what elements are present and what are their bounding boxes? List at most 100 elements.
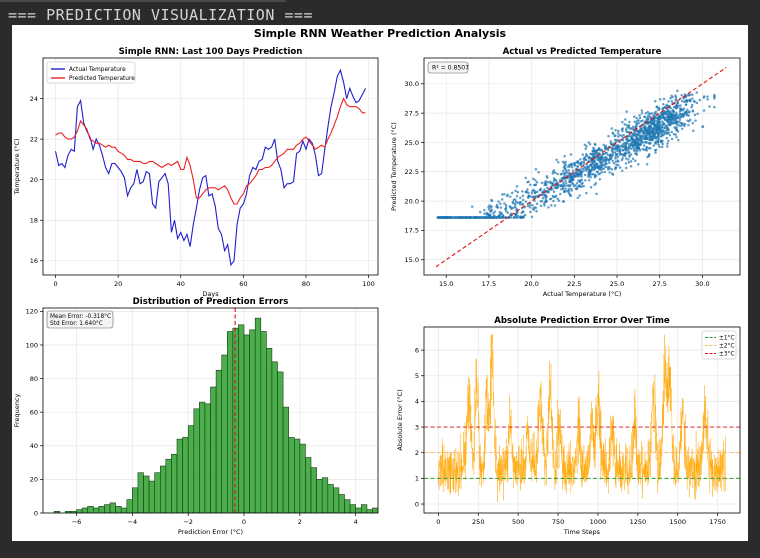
scatter-point [588,168,592,172]
histogram-bar [160,465,167,513]
scatter-point [489,206,492,209]
histogram-bar [349,504,357,513]
scatter-point [640,109,644,112]
scatter-point [514,206,517,209]
scatter-point [649,121,652,124]
scatter-point [637,118,640,122]
scatter-point [685,114,688,117]
y-tick-label: 15.0 [405,256,419,264]
scatter-point [623,123,626,126]
scatter-point [495,203,499,207]
histogram-bar [243,334,250,513]
scatter-point [600,153,604,157]
scatter-point [667,139,670,143]
scatter-point [583,143,587,147]
scatter-point [629,164,633,168]
annotation-line: Mean Error: -0.318°C [50,314,111,320]
scatter-point [657,143,660,146]
scatter-point [658,121,661,124]
legend-box [46,61,136,84]
scatter-point [544,196,547,200]
scatter-point [593,164,597,168]
scatter-point [552,184,555,187]
scatter-point [541,196,545,200]
scatter-point [554,194,558,198]
scatter-point [664,112,667,115]
scatter-point [647,127,651,130]
scatter-point [675,123,678,126]
series-line-predicted [55,97,366,205]
scatter-point [501,193,504,196]
scatter-point [579,158,582,161]
scatter-point [595,149,599,152]
scatter-point [543,188,546,192]
scatter-point [670,120,673,123]
scatter-point [556,172,559,176]
scatter-point [544,194,547,198]
y-tick-label: 20 [30,476,38,484]
histogram-bar [120,507,128,513]
scatter-point [646,155,649,159]
scatter-point [587,171,590,174]
scatter-point [494,216,498,219]
scatter-point [616,155,620,159]
scatter-point [670,130,674,134]
scatter-point [702,109,706,112]
scatter-point [652,114,655,117]
scatter-point [576,164,579,168]
scatter-point [562,166,566,169]
histogram-bar [98,505,105,513]
scatter-point [446,216,450,219]
scatter-point [674,95,678,99]
scatter-point [693,100,696,103]
scatter-point [667,131,671,134]
scatter-point [643,148,646,152]
scatter-point [659,117,663,120]
scatter-point [616,132,620,135]
scatter-point [679,121,683,124]
scatter-point [659,132,662,135]
y-tick-label: 18 [30,217,38,225]
scatter-point [658,114,661,118]
scatter-point [706,98,709,101]
scatter-point [662,132,666,136]
scatter-point [506,211,510,214]
histogram-bar [199,401,206,513]
scatter-point [526,204,530,208]
histogram-bar [87,505,94,513]
scatter-point [602,143,606,147]
scatter-point [508,195,512,198]
scatter-point [615,163,618,166]
scatter-point [680,127,684,130]
y-tick-label: 0 [415,500,419,508]
x-tick-label: 0 [242,518,246,526]
scatter-point [522,210,525,214]
y-tick-label: 100 [26,341,38,349]
scatter-point [680,99,684,103]
scatter-point [674,127,678,130]
scatter-point [627,124,631,127]
scatter-point [654,151,657,154]
figure-suptitle: Simple RNN Weather Prediction Analysis [254,27,507,40]
scatter-point [645,162,649,166]
scatter-point [631,125,635,128]
scatter-point [661,112,664,115]
histogram-bar [277,371,284,513]
scatter-point [632,145,636,148]
scatter-point [460,216,463,219]
scatter-point [532,177,535,180]
plot-area [53,308,378,513]
scatter-point [559,173,563,176]
y-tick-label: 3 [415,423,419,431]
scatter-point [687,120,691,123]
scatter-point [556,160,560,164]
scatter-point [696,112,699,115]
scatter-point [444,216,447,219]
scatter-point [651,138,654,142]
scatter-point [438,216,442,219]
scatter-point [575,172,579,176]
scatter-point [679,113,682,116]
scatter-point [539,204,543,208]
scatter-point [578,194,581,197]
scatter-point [670,99,674,103]
